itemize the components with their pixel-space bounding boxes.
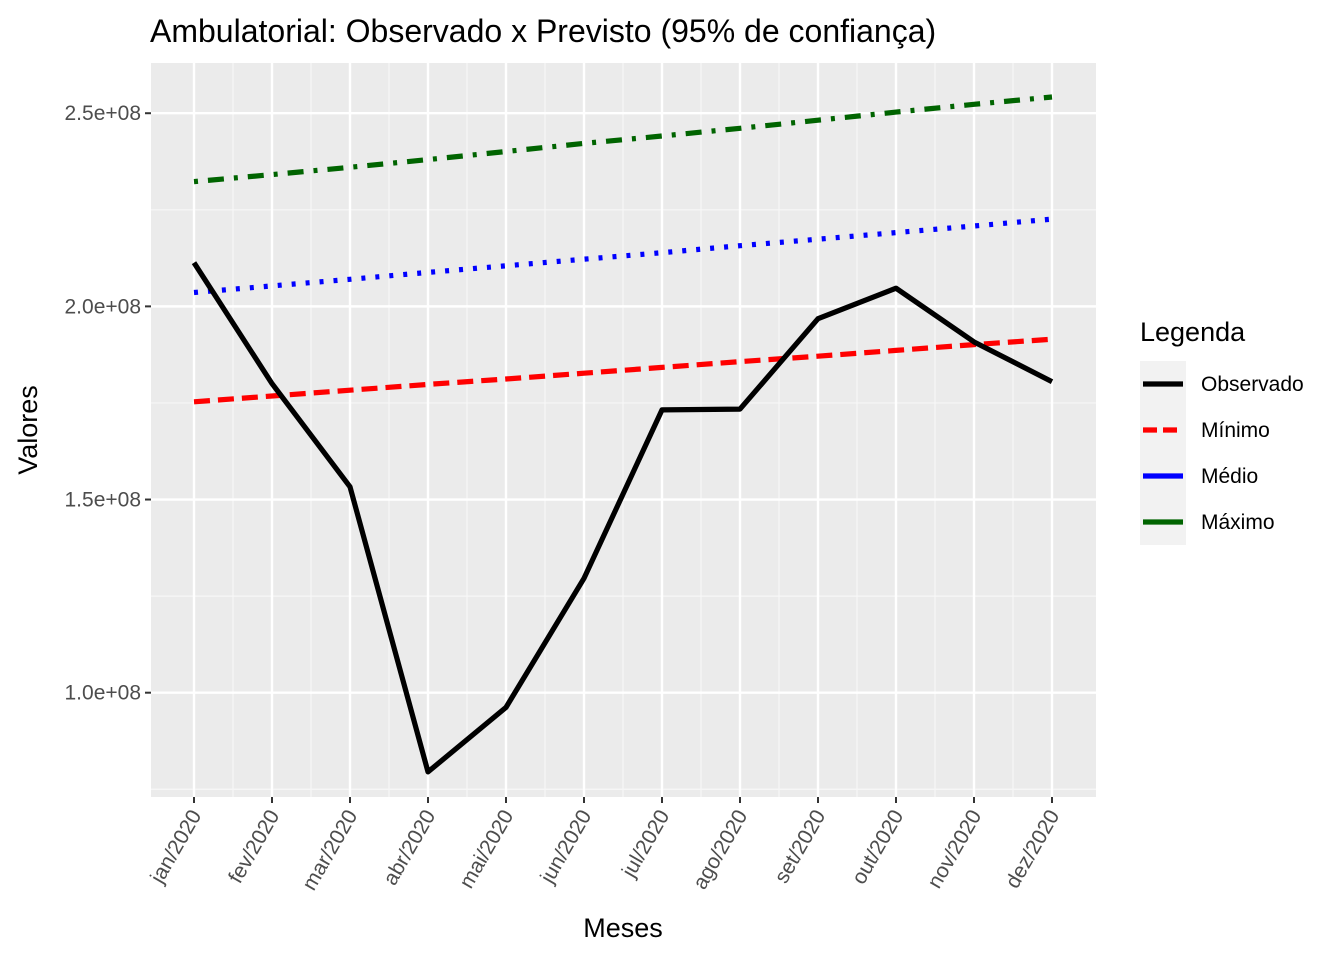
legend-key-background: [1140, 361, 1186, 545]
chart-title: Ambulatorial: Observado x Previsto (95% …: [150, 13, 936, 49]
x-tick-label: nov/2020: [923, 806, 986, 892]
series-line-observado: [191, 261, 1054, 775]
x-tick-label: dez/2020: [1001, 806, 1064, 892]
legend-label-máximo: Máximo: [1201, 511, 1275, 534]
y-tick-label: 2.0e+08: [65, 295, 142, 318]
x-tick-label: out/2020: [848, 806, 909, 888]
x-axis: jan/2020 fev/2020 mar/2020 abr/2020 mai/2020…: [146, 797, 1064, 894]
legend-label-médio: Médio: [1201, 465, 1258, 488]
y-axis-title: Valores: [13, 385, 43, 475]
legend-label-mínimo: Mínimo: [1201, 419, 1270, 442]
y-tick-label: 1.5e+08: [65, 489, 142, 512]
x-tick-label: set/2020: [770, 806, 830, 887]
series-line-máximo: [193, 94, 1053, 185]
legend-keys: Observado Mínimo Médio Máximo: [1140, 361, 1304, 545]
legend-title: Legenda: [1140, 317, 1246, 347]
x-tick-label: abr/2020: [379, 806, 440, 889]
y-axis: 1.0e+08 1.5e+08 2.0e+08 2.5e+08: [65, 102, 151, 705]
x-axis-title: Meses: [583, 913, 663, 943]
legend-label-observado: Observado: [1201, 373, 1304, 396]
grid-major: [151, 63, 1096, 797]
x-tick-label: ago/2020: [689, 806, 753, 893]
x-tick-label: mar/2020: [298, 806, 362, 894]
x-tick-label: jan/2020: [146, 806, 207, 888]
y-tick-label: 2.5e+08: [65, 102, 142, 125]
x-tick-label: jul/2020: [617, 806, 674, 882]
x-tick-label: mai/2020: [455, 806, 518, 892]
grid-minor: [151, 63, 1096, 797]
series-line-médio: [193, 216, 1053, 296]
y-tick-label: 1.0e+08: [65, 682, 142, 705]
x-tick-label: fev/2020: [224, 806, 284, 887]
x-tick-label: jun/2020: [536, 806, 597, 888]
legend: Legenda Observado Mínimo Médio Máximo: [1140, 317, 1304, 545]
series-layer: [191, 94, 1054, 775]
